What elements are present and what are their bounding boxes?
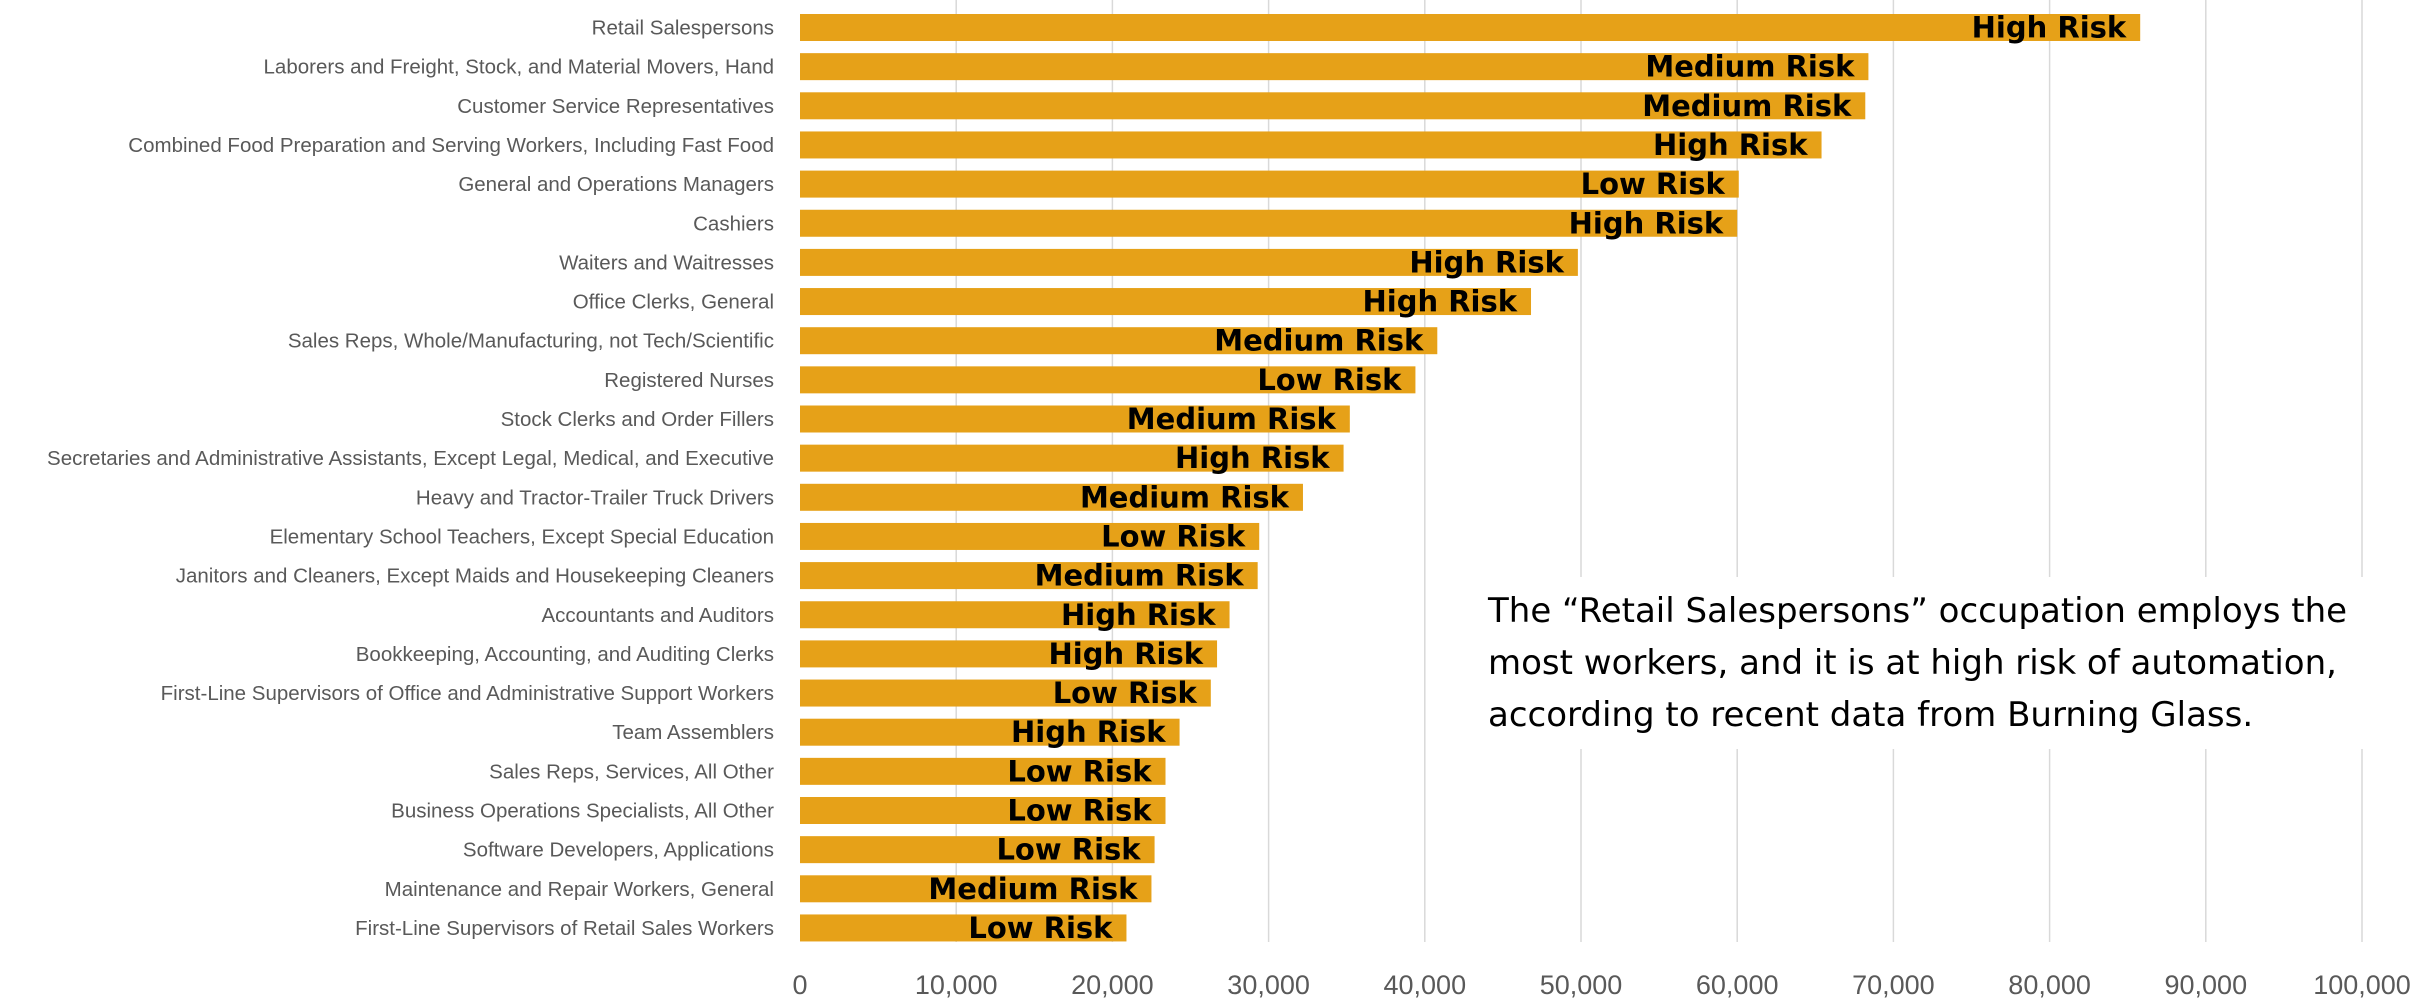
category-label: First-Line Supervisors of Retail Sales W…: [355, 917, 774, 940]
risk-label: Low Risk: [1053, 676, 1198, 710]
category-label: Registered Nurses: [604, 369, 774, 392]
category-label: Business Operations Specialists, All Oth…: [391, 800, 774, 823]
bar: [800, 327, 1438, 355]
bar: [800, 797, 1166, 824]
category-label: Software Developers, Applications: [463, 839, 774, 862]
risk-label: High Risk: [1653, 128, 1808, 162]
risk-label: Low Risk: [1007, 754, 1152, 788]
bar: [800, 679, 1211, 707]
x-tick-label: 40,000: [1384, 970, 1467, 998]
bar: [800, 718, 1180, 746]
bar: [800, 366, 1416, 394]
risk-label: High Risk: [1972, 11, 2127, 45]
bar: [800, 14, 2141, 41]
bar: [800, 522, 1260, 550]
category-label: Maintenance and Repair Workers, General: [385, 878, 774, 901]
risk-label: Low Risk: [1101, 519, 1246, 553]
data-labels: High Risk Medium Risk Medium Risk High Risk…: [928, 11, 2126, 945]
risk-label: Low Risk: [968, 911, 1113, 945]
bar: [800, 444, 1344, 472]
category-label: Secretaries and Administrative Assistant…: [47, 447, 774, 470]
category-label: Heavy and Tractor-Trailer Truck Drivers: [416, 486, 774, 509]
bar: [800, 131, 1822, 159]
bar: [800, 562, 1258, 590]
risk-label: Low Risk: [1257, 363, 1402, 397]
category-label: Customer Service Representatives: [457, 95, 774, 118]
risk-label: Medium Risk: [1642, 89, 1852, 123]
x-tick-label: 80,000: [2008, 970, 2091, 998]
risk-label: Medium Risk: [1214, 324, 1424, 358]
bar: [800, 170, 1739, 198]
category-label: Janitors and Cleaners, Except Maids and …: [176, 565, 774, 588]
x-tick-label: 50,000: [1540, 970, 1623, 998]
risk-label: Medium Risk: [1127, 402, 1337, 436]
bar: [800, 757, 1166, 785]
annotation-text: The “Retail Salespersons” occupation emp…: [1478, 577, 2398, 749]
risk-label: Low Risk: [1581, 167, 1726, 201]
category-label: Sales Reps, Whole/Manufacturing, not Tec…: [288, 330, 774, 353]
risk-label: Low Risk: [1007, 794, 1152, 828]
risk-label: High Risk: [1049, 637, 1204, 671]
category-label: Office Clerks, General: [573, 291, 774, 314]
risk-label: High Risk: [1175, 441, 1330, 475]
category-label: Laborers and Freight, Stock, and Materia…: [264, 56, 774, 79]
category-label: General and Operations Managers: [458, 173, 774, 196]
bar: [800, 836, 1155, 864]
bar: [800, 601, 1230, 629]
x-tick-label: 60,000: [1696, 970, 1779, 998]
x-axis-ticks: 0 10,000 20,000 30,000 40,000 50,000 60,000 70,…: [792, 970, 2410, 998]
bar: [800, 92, 1866, 120]
bar: [800, 914, 1127, 942]
bar: [800, 209, 1738, 237]
x-tick-label: 10,000: [915, 970, 998, 998]
bar: [800, 483, 1303, 511]
risk-label: High Risk: [1061, 598, 1216, 632]
x-tick-label: 70,000: [1852, 970, 1935, 998]
category-label: Combined Food Preparation and Serving Wo…: [128, 134, 774, 157]
risk-label: Medium Risk: [1080, 480, 1290, 514]
category-label: Team Assemblers: [612, 721, 774, 744]
category-label: Retail Salespersons: [592, 17, 774, 40]
category-labels: Retail Salespersons Laborers and Freight,…: [47, 17, 774, 940]
bar: [800, 640, 1218, 668]
bar: [800, 288, 1532, 316]
risk-label: Low Risk: [996, 833, 1141, 867]
bar: [800, 53, 1869, 81]
x-tick-label: 90,000: [2165, 970, 2248, 998]
risk-label: Medium Risk: [1035, 559, 1245, 593]
category-label: Accountants and Auditors: [542, 604, 775, 627]
category-label: Cashiers: [693, 212, 774, 235]
risk-label: Medium Risk: [1645, 50, 1855, 84]
category-label: Sales Reps, Services, All Other: [489, 760, 774, 783]
category-label: Elementary School Teachers, Except Speci…: [270, 525, 774, 548]
risk-label: High Risk: [1569, 206, 1724, 240]
category-label: Stock Clerks and Order Fillers: [501, 408, 774, 431]
category-label: First-Line Supervisors of Office and Adm…: [161, 682, 774, 705]
risk-label: High Risk: [1362, 285, 1517, 319]
bar: [800, 248, 1578, 276]
bars: [800, 14, 2141, 942]
x-tick-label: 30,000: [1227, 970, 1310, 998]
bar: [800, 405, 1350, 433]
x-tick-label: 0: [792, 970, 807, 998]
risk-label: High Risk: [1011, 715, 1166, 749]
bar: [800, 875, 1152, 903]
x-tick-label: 100,000: [2313, 970, 2411, 998]
category-label: Waiters and Waitresses: [559, 251, 774, 274]
category-label: Bookkeeping, Accounting, and Auditing Cl…: [356, 643, 774, 666]
x-tick-label: 20,000: [1071, 970, 1154, 998]
risk-label: High Risk: [1409, 245, 1564, 279]
risk-label: Medium Risk: [928, 872, 1138, 906]
